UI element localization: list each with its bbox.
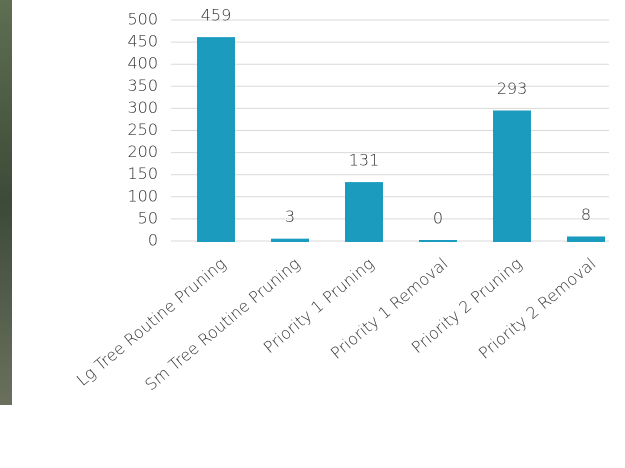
bar [345,182,383,242]
x-tick-label: Lg Tree Routine Pruning [73,254,230,390]
y-tick-label: 150 [127,164,158,183]
data-label: 459 [201,6,232,25]
data-label: 131 [349,151,380,170]
y-tick-label: 50 [138,208,158,227]
y-tick-label: 100 [127,186,158,205]
y-tick-label: 200 [127,142,158,161]
y-tick-label: 350 [127,76,158,95]
bar [197,37,235,242]
y-tick-label: 0 [148,231,158,250]
data-label: 8 [581,205,591,224]
y-tick-label: 400 [127,54,158,73]
data-label: 0 [433,209,443,228]
bar [567,236,605,242]
data-label: 3 [285,207,295,226]
x-tick-label: Sm Tree Routine Pruning [141,254,303,394]
bar [419,240,457,242]
data-label: 293 [497,79,528,98]
bar [493,110,531,242]
y-tick-label: 500 [127,10,158,29]
y-tick-label: 250 [127,120,158,139]
y-tick-label: 300 [127,98,158,117]
background-image-strip [0,0,12,405]
y-tick-label: 450 [127,32,158,51]
bar [271,238,309,242]
